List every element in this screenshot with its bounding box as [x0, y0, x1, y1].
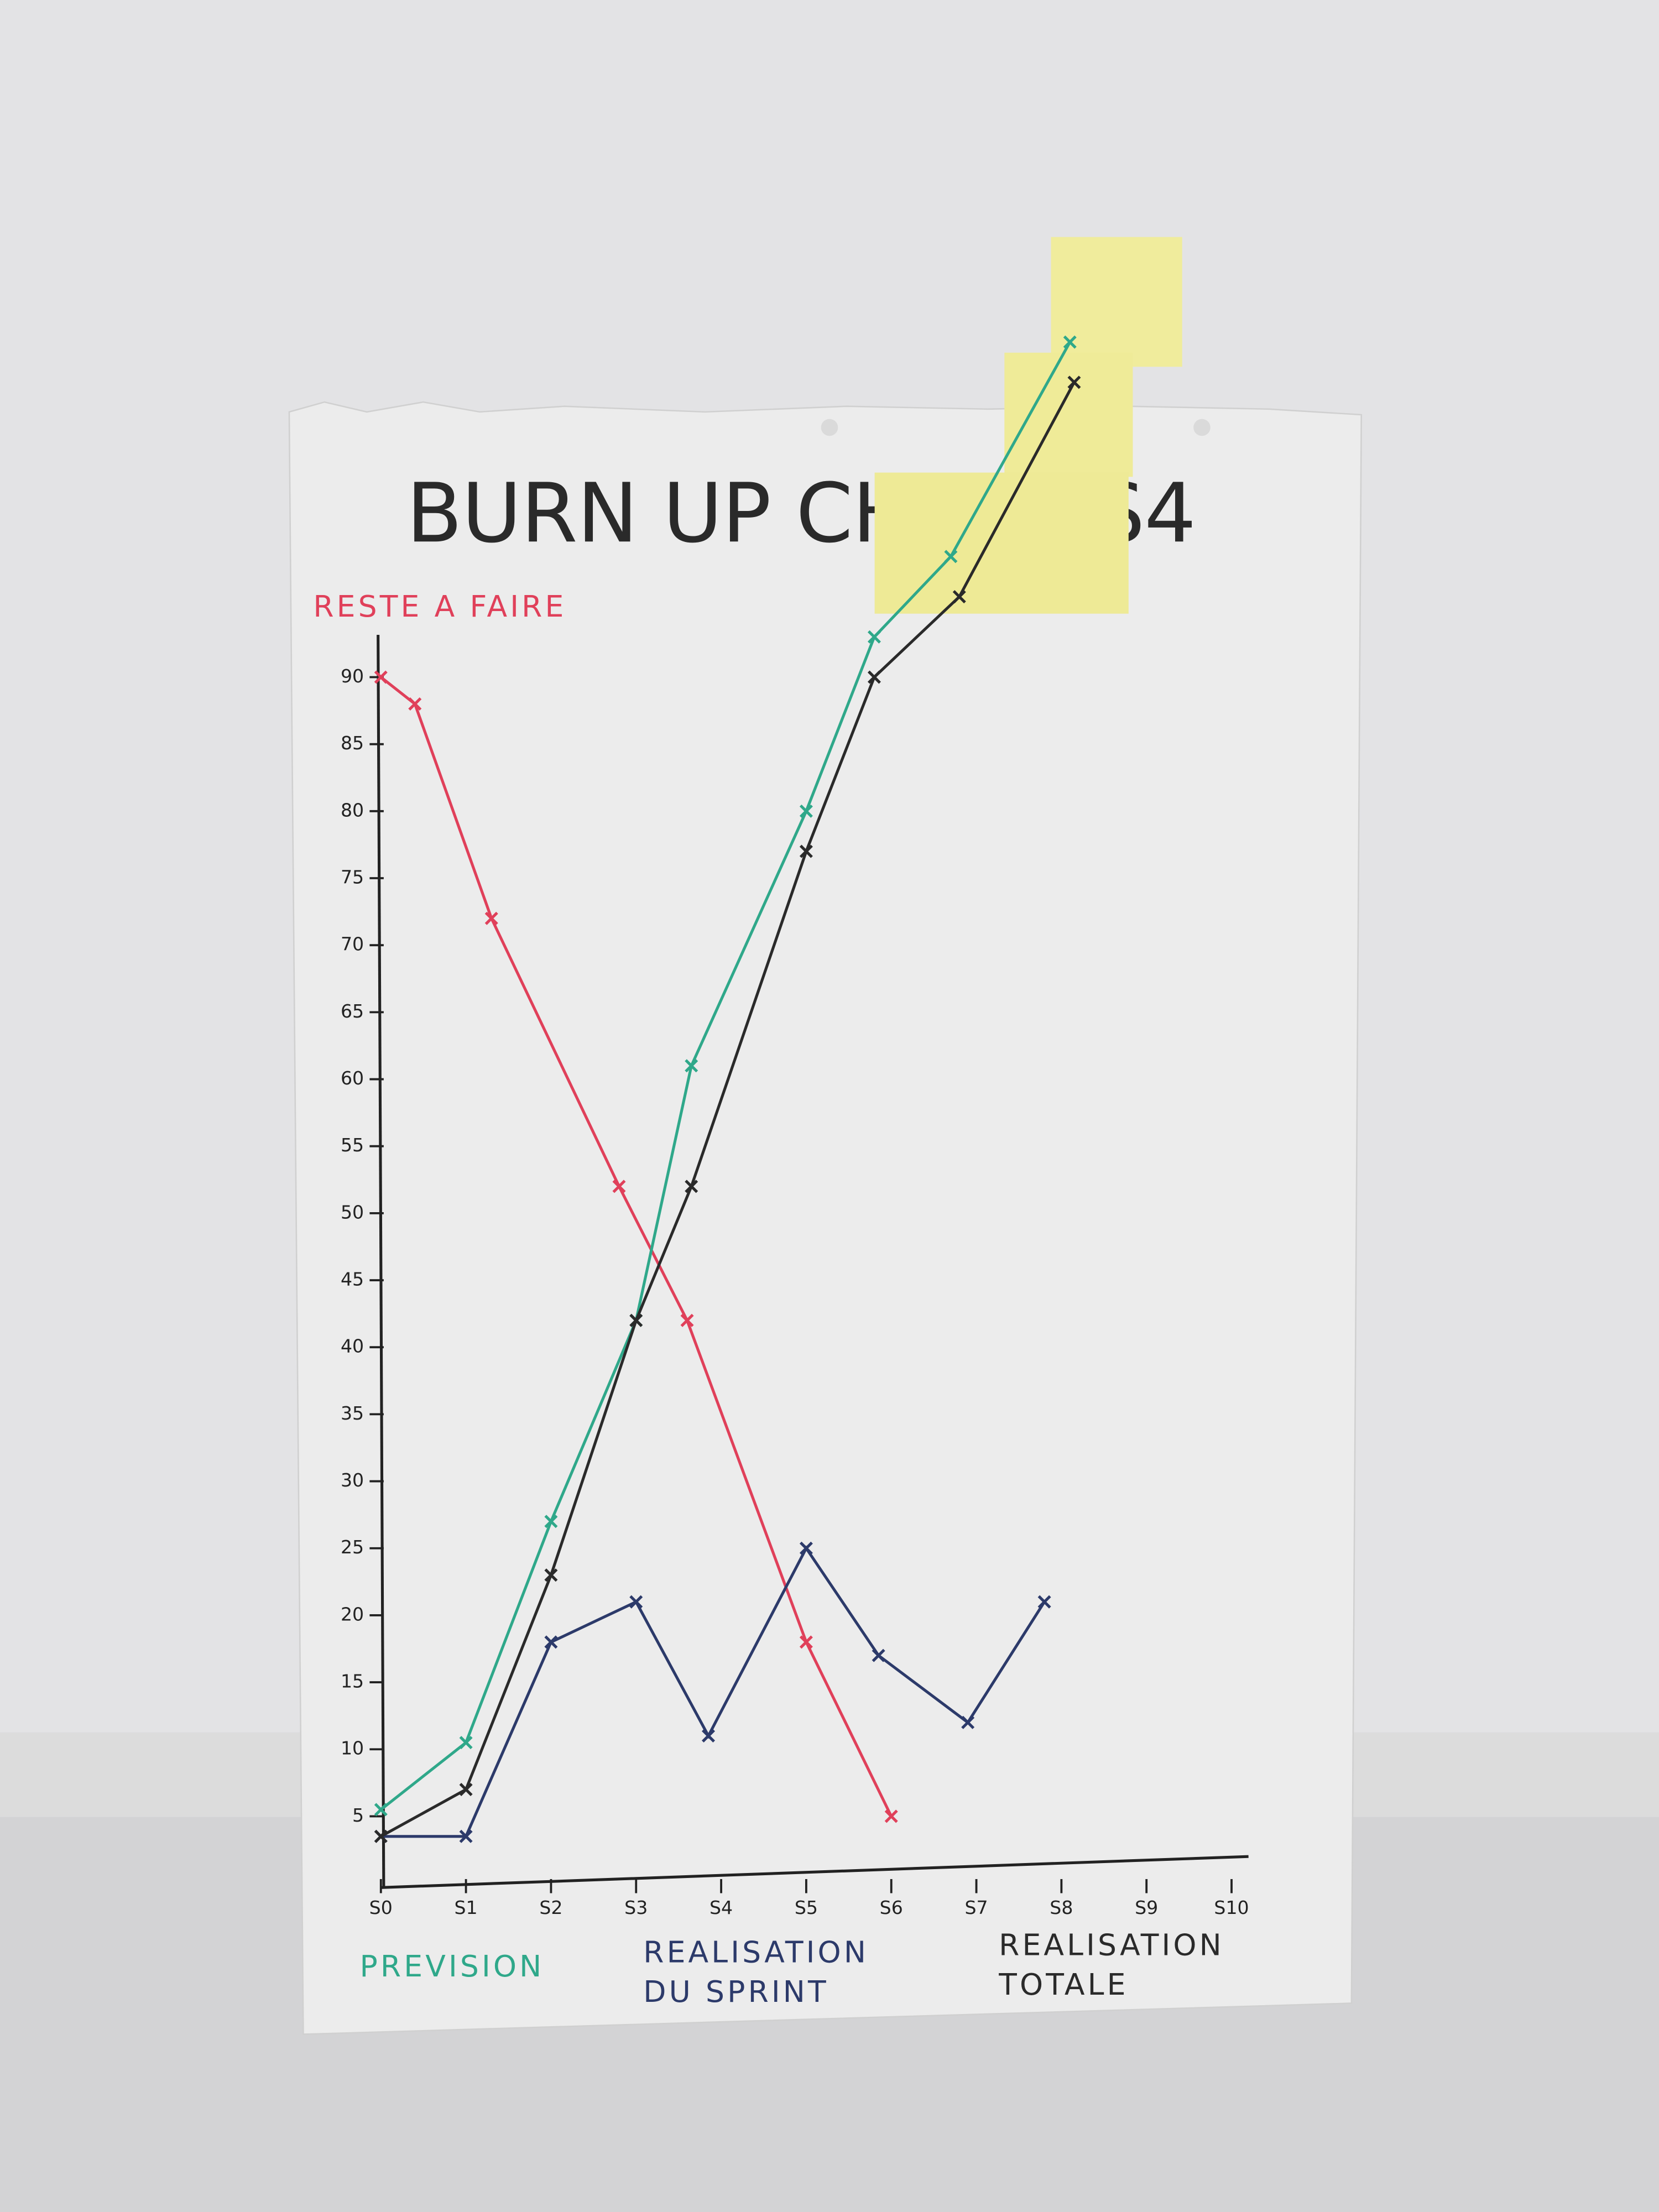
x-tick-label: S3 — [624, 1897, 648, 1918]
y-tick-label: 60 — [341, 1067, 364, 1089]
x-tick-label: S4 — [709, 1897, 733, 1918]
point-marker — [685, 1180, 698, 1193]
legend-label: REALISATION TOTALE — [999, 1928, 1224, 2002]
point-marker — [867, 630, 881, 644]
y-tick-label: 30 — [341, 1469, 364, 1491]
point-marker — [459, 1736, 473, 1750]
x-tick-label: S0 — [369, 1897, 393, 1918]
y-tick-label: 5 — [352, 1804, 364, 1826]
point-marker — [544, 1515, 558, 1528]
y-tick-label: 70 — [341, 933, 364, 955]
point-marker — [374, 670, 388, 684]
y-tick-label: 65 — [341, 1000, 364, 1022]
legend-entry: RESTE A FAIRE — [313, 589, 567, 624]
x-tick-label: S10 — [1214, 1897, 1249, 1918]
y-tick-label: 80 — [341, 799, 364, 821]
point-marker — [459, 1829, 473, 1843]
y-axis — [377, 634, 385, 1888]
point-marker — [408, 697, 422, 711]
y-tick-label: 10 — [341, 1738, 364, 1759]
point-marker — [701, 1729, 716, 1743]
point-marker — [1067, 375, 1081, 389]
y-tick-label: 55 — [341, 1134, 364, 1156]
point-marker — [867, 670, 881, 684]
point-marker — [629, 1595, 643, 1609]
paper — [288, 401, 1363, 2035]
x-axis — [380, 1855, 1249, 1889]
point-marker — [612, 1180, 626, 1193]
hole — [1193, 419, 1211, 436]
y-tick-label: 20 — [341, 1603, 364, 1625]
point-marker — [1037, 1595, 1051, 1609]
legend-label: RESTE A FAIRE — [313, 589, 567, 624]
legend-entry: REALISATION DU SPRINT — [643, 1936, 869, 2009]
x-tick-label: S9 — [1135, 1897, 1158, 1918]
x-tick-label: S7 — [964, 1897, 988, 1918]
x-tick-label: S2 — [539, 1897, 562, 1918]
point-marker — [459, 1782, 473, 1796]
sticky-note — [1051, 237, 1182, 367]
plot: 5 10 15 20 25 30 35 40 45 50 55 60 65 70 75 80 85 90 S0 S1 S… — [313, 335, 1249, 2009]
point-marker — [484, 911, 498, 925]
x-tick-label: S1 — [455, 1897, 478, 1918]
x-tick-label: S8 — [1050, 1897, 1073, 1918]
point-marker — [944, 550, 958, 564]
y-tick-label: 15 — [341, 1671, 364, 1692]
point-marker — [961, 1715, 975, 1729]
point-marker — [799, 844, 813, 858]
x-tick-label: S6 — [880, 1897, 903, 1918]
y-tick-label: 50 — [341, 1201, 364, 1223]
y-tick-label: 85 — [341, 732, 364, 754]
x-tick-label: S5 — [795, 1897, 818, 1918]
point-marker — [952, 590, 966, 604]
y-tick-label: 40 — [341, 1335, 364, 1357]
legend-label: REALISATION DU SPRINT — [643, 1936, 869, 2009]
legend-entry: PREVISION — [359, 1949, 545, 1984]
y-tick-label: 25 — [341, 1536, 364, 1558]
point-marker — [680, 1313, 694, 1327]
legend-entry: REALISATION TOTALE — [999, 1928, 1224, 2002]
point-marker — [799, 804, 813, 818]
point-marker — [685, 1059, 698, 1073]
y-tick-label: 75 — [341, 867, 364, 888]
sticky-note — [874, 472, 1129, 614]
point-marker — [799, 1635, 813, 1649]
y-tick-label: 35 — [341, 1402, 364, 1424]
y-tick-label: 45 — [341, 1269, 364, 1290]
y-tick-label: 90 — [341, 665, 364, 687]
point-marker — [374, 1829, 388, 1843]
legend-label: PREVISION — [359, 1949, 545, 1984]
point-marker — [872, 1648, 885, 1662]
point-marker — [799, 1541, 813, 1555]
sticky-note — [1004, 352, 1133, 477]
point-marker — [884, 1809, 898, 1823]
point-marker — [374, 1803, 388, 1817]
point-marker — [544, 1635, 558, 1649]
point-marker — [544, 1568, 558, 1582]
hole — [821, 419, 838, 436]
point-marker — [1063, 335, 1077, 349]
point-marker — [629, 1313, 643, 1327]
